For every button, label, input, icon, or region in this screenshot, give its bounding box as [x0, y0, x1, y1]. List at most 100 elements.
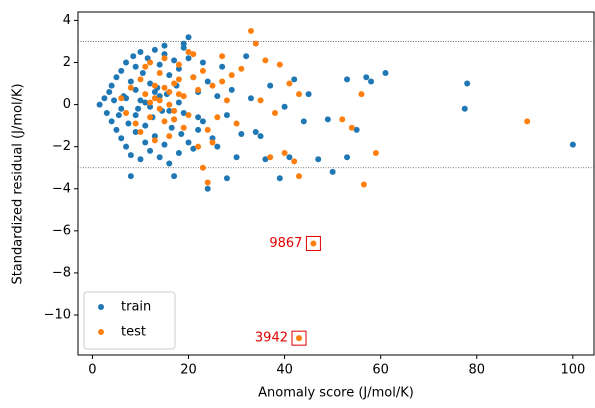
data-point: [363, 74, 370, 81]
data-point: [130, 53, 137, 60]
data-point: [195, 126, 202, 133]
data-point: [344, 154, 351, 161]
y-tick-label: −6: [52, 223, 71, 238]
data-point: [106, 88, 113, 95]
y-tick-label: −4: [52, 181, 71, 196]
data-point: [103, 110, 110, 117]
data-point: [204, 185, 211, 192]
data-point: [132, 128, 139, 135]
data-point: [291, 158, 298, 165]
data-point: [113, 126, 120, 133]
data-point: [147, 103, 154, 110]
data-point: [166, 88, 173, 95]
data-point: [214, 143, 221, 150]
data-point: [127, 173, 134, 180]
data-point: [166, 133, 173, 140]
data-point: [147, 80, 154, 87]
data-point: [161, 55, 168, 62]
data-point: [132, 112, 139, 119]
data-point: [267, 154, 274, 161]
data-point: [123, 95, 130, 102]
data-point: [118, 67, 125, 74]
data-point: [111, 97, 118, 104]
x-tick-label: 0: [88, 363, 96, 378]
data-point: [123, 143, 130, 150]
data-point: [262, 156, 269, 163]
x-tick-label: 20: [180, 363, 197, 378]
data-point: [132, 86, 139, 93]
data-point: [135, 105, 142, 112]
data-point: [175, 91, 182, 98]
data-point: [243, 53, 250, 60]
data-point: [156, 97, 163, 104]
data-point: [271, 110, 278, 117]
data-point: [127, 78, 134, 85]
data-point: [171, 107, 178, 114]
data-point: [161, 141, 168, 148]
data-point: [151, 133, 158, 140]
legend-marker: [98, 304, 104, 310]
data-point: [276, 175, 283, 182]
data-point: [166, 101, 173, 108]
data-point: [315, 156, 322, 163]
data-point: [190, 145, 197, 152]
data-point: [147, 59, 154, 66]
data-point: [199, 118, 206, 125]
data-point: [382, 70, 389, 77]
data-point: [185, 112, 192, 119]
data-point: [180, 44, 187, 51]
y-axis-label: Standardized residual (J/mol/K): [11, 83, 26, 284]
data-point: [339, 116, 346, 123]
data-point: [151, 88, 158, 95]
data-point: [175, 65, 182, 72]
data-point: [132, 63, 139, 70]
annotation-box: [305, 235, 321, 251]
data-point: [276, 61, 283, 68]
data-point: [190, 74, 197, 81]
data-point: [101, 95, 108, 102]
data-point: [118, 95, 125, 102]
data-point: [209, 139, 216, 146]
x-tick-label: 60: [372, 363, 389, 378]
data-point: [113, 74, 120, 81]
data-point: [161, 118, 168, 125]
data-point: [125, 120, 132, 127]
data-point: [257, 97, 264, 104]
data-point: [166, 107, 173, 114]
data-point: [132, 120, 139, 127]
data-point: [524, 118, 531, 125]
data-point: [139, 70, 146, 77]
data-point: [252, 128, 259, 135]
data-point: [569, 141, 576, 148]
data-point: [168, 124, 175, 131]
data-point: [180, 40, 187, 47]
data-point: [372, 149, 379, 156]
data-point: [175, 76, 182, 83]
data-point: [115, 112, 122, 119]
data-point: [147, 147, 154, 154]
data-point: [228, 72, 235, 79]
data-point: [223, 112, 230, 119]
data-point: [127, 152, 134, 159]
data-point: [286, 154, 293, 161]
y-tick-label: −8: [52, 265, 71, 280]
data-point: [108, 118, 115, 125]
data-point: [291, 76, 298, 83]
data-point: [310, 240, 317, 247]
data-point: [123, 59, 130, 66]
data-point: [233, 120, 240, 127]
data-point: [166, 72, 173, 79]
data-point: [180, 93, 187, 100]
data-point: [156, 105, 163, 112]
data-point: [161, 84, 168, 91]
data-point: [151, 46, 158, 53]
data-point: [219, 78, 226, 85]
data-point: [214, 93, 221, 100]
data-point: [300, 118, 307, 125]
data-point: [195, 114, 202, 121]
data-point: [257, 133, 264, 140]
data-point: [281, 103, 288, 110]
data-point: [204, 78, 211, 85]
data-point: [151, 137, 158, 144]
data-point: [180, 124, 187, 131]
